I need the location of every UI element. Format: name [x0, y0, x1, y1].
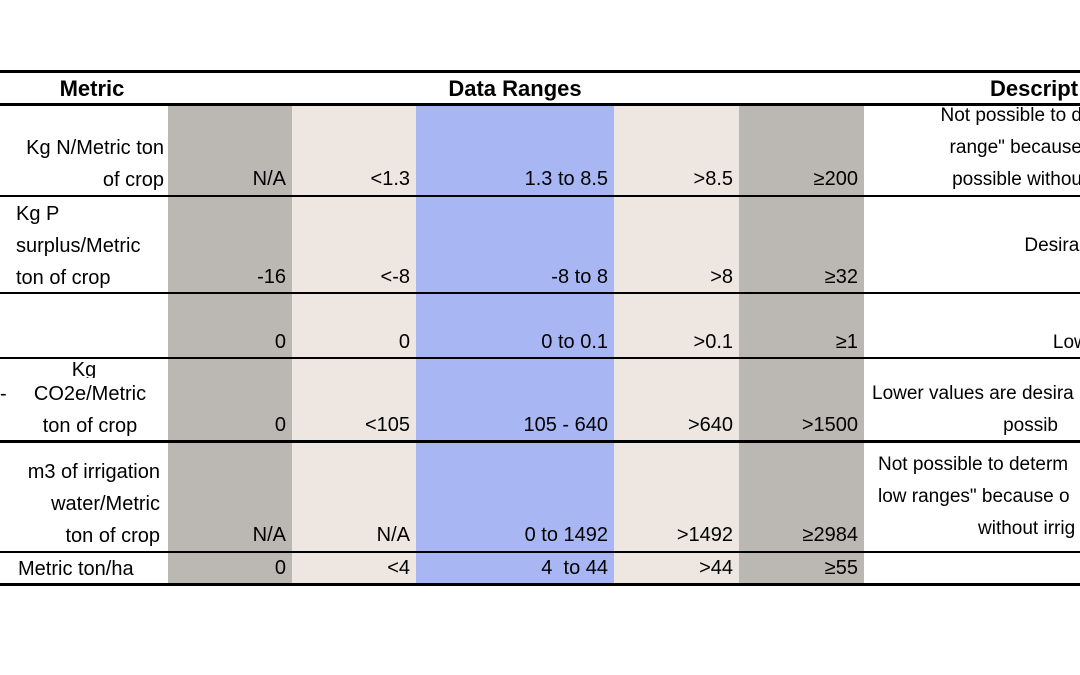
row-6-value-target: 4 to 44 [541, 557, 608, 579]
row-2-value-worst-low: -16 [257, 266, 286, 288]
row-1-description-line: Not possible to d [940, 105, 1080, 126]
row-1-description-line: possible withou [952, 169, 1080, 190]
row-1-metric-line: of crop [102, 169, 164, 191]
row-1-description: Not possible to d range" because possibl… [864, 100, 1080, 196]
row-5-value-high: >1492 [676, 524, 733, 546]
row-6-value-low: <4 [387, 557, 410, 579]
row-2-description-line: Desirable va [1024, 235, 1080, 256]
row-5-value-worst-high: ≥2984 [802, 524, 858, 546]
row-6-value-worst-low: 0 [274, 557, 286, 579]
row-3-value-worst-low: 0 [274, 331, 286, 353]
row-4-left-marker: - [0, 383, 7, 405]
row-4-description: Lower values are desira possib [864, 378, 1080, 442]
row-2-metric-line: surplus/Metric [16, 235, 141, 257]
row-5-value-low: N/A [376, 524, 410, 546]
row-4-metric-line: ton of crop [42, 415, 138, 437]
rule-row-1 [0, 195, 1080, 197]
row-3-value-high: >0.1 [693, 331, 733, 353]
header-description: Descript [990, 76, 1079, 101]
column-bg-target [416, 105, 614, 584]
row-4-description-line: Lower values are desira [872, 383, 1074, 404]
row-4-value-target: 105 - 640 [523, 414, 608, 436]
row-1-description-line: range" because [949, 137, 1080, 158]
column-bg-low [292, 105, 416, 584]
row-3-value-target: 0 to 0.1 [541, 331, 608, 353]
row-2-metric-line: ton of crop [16, 267, 111, 289]
row-4-value-high: >640 [687, 414, 733, 436]
row-5-value-target: 0 to 1492 [524, 524, 608, 546]
row-4-value-worst-high: >1500 [801, 414, 858, 436]
row-5-value-worst-low: N/A [252, 524, 286, 546]
row-4-value-worst-low: 0 [274, 414, 286, 436]
row-5-metric-line: water/Metric [51, 493, 160, 515]
row-6-value-high: >44 [699, 557, 733, 579]
row-6-value-worst-high: ≥55 [824, 557, 858, 579]
rule-row-5 [0, 551, 1080, 553]
rule-row-4 [0, 440, 1080, 443]
row-3-value-worst-high: ≥1 [835, 331, 858, 353]
row-5-description: Not possible to determ low ranges" becau… [864, 449, 1080, 545]
rule-header-bottom [0, 103, 1080, 106]
row-3-description: Lower va [864, 327, 1080, 359]
row-5-metric-line: m3 of irrigation [27, 461, 160, 483]
row-2-metric-line: Kg P [16, 203, 60, 225]
row-4-description-line: possib [1003, 415, 1058, 436]
row-5-description-line: without irrig [978, 518, 1076, 539]
row-2-value-worst-high: ≥32 [824, 266, 858, 288]
row-3-description-line: Lower va [1052, 332, 1080, 353]
rule-top [0, 70, 1080, 73]
row-2-value-low: <-8 [380, 266, 410, 288]
row-4-metric-line: CO2e/Metric [33, 383, 147, 405]
row-5-metric-line: ton of crop [65, 525, 160, 547]
header-metric: Metric [59, 76, 125, 101]
row-3-value-low: 0 [398, 331, 410, 353]
column-bg-worst-low [168, 105, 292, 584]
row-6-metric: Metric ton/ha [18, 558, 134, 580]
row-1-value-worst-high: ≥200 [813, 168, 858, 190]
row-4-value-low: <105 [364, 414, 410, 436]
row-1-value-low: <1.3 [370, 168, 410, 190]
rule-row-2 [0, 292, 1080, 294]
row-1-metric-line: Kg N/Metric ton [26, 137, 164, 159]
row-4-metric-line: Kg [71, 362, 97, 378]
rule-bottom [0, 583, 1080, 586]
row-2-metric: Kg P surplus/Metric ton of crop [0, 198, 168, 294]
row-1-value-target: 1.3 to 8.5 [524, 168, 608, 190]
rule-row-3 [0, 357, 1080, 359]
row-2-value-high: >8 [710, 266, 733, 288]
row-4-metric: Kg CO2e/Metric ton of crop [0, 346, 168, 442]
row-1-value-worst-low: N/A [252, 168, 286, 190]
header-data-ranges: Data Ranges [448, 76, 582, 101]
row-1-metric: Kg N/Metric ton of crop [0, 132, 168, 196]
row-2-description: Desirable va [864, 230, 1080, 262]
row-5-description-line: Not possible to determ [878, 454, 1069, 475]
row-2-value-target: -8 to 8 [551, 266, 608, 288]
column-bg-worst-high [739, 105, 864, 584]
row-1-value-high: >8.5 [693, 168, 733, 190]
column-bg-high [614, 105, 739, 584]
row-5-description-line: low ranges" because o [878, 486, 1070, 507]
row-5-metric: m3 of irrigation water/Metric ton of cro… [0, 456, 168, 552]
